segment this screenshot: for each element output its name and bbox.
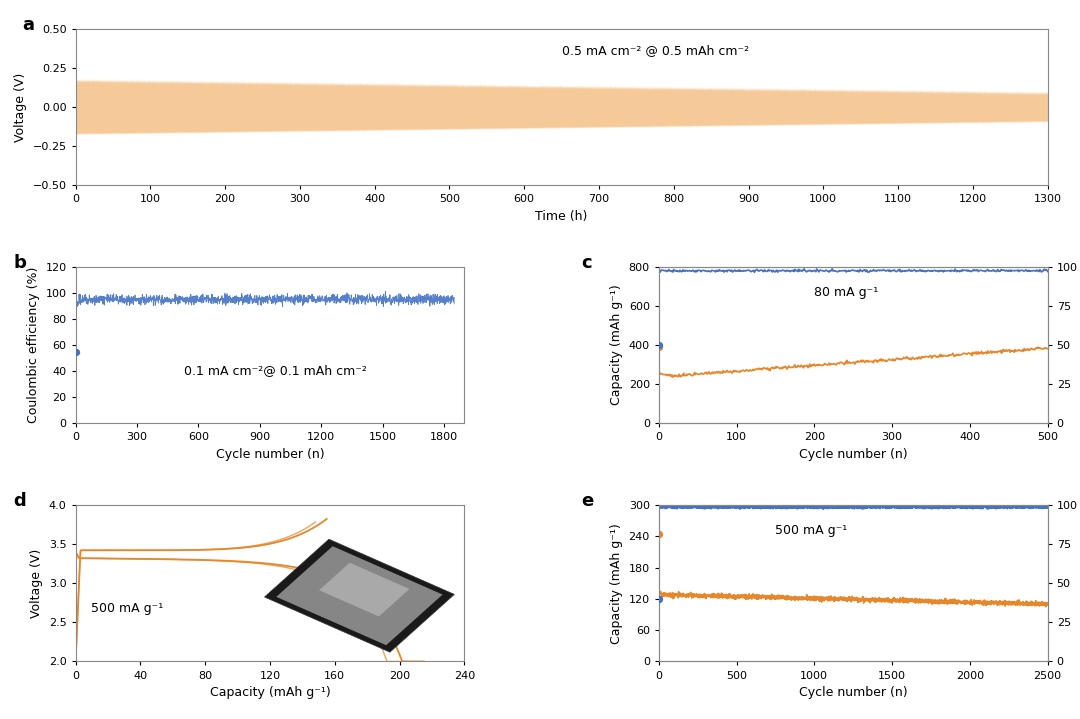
Y-axis label: Coulombic efficiency (%): Coulombic efficiency (%) xyxy=(27,267,40,423)
Point xyxy=(650,593,667,605)
Point xyxy=(650,528,667,539)
Y-axis label: Capacity (mAh g⁻¹): Capacity (mAh g⁻¹) xyxy=(610,523,623,644)
Text: e: e xyxy=(581,493,593,510)
Text: a: a xyxy=(23,17,35,35)
Text: 500 mA g⁻¹: 500 mA g⁻¹ xyxy=(91,602,163,615)
Y-axis label: Voltage (V): Voltage (V) xyxy=(30,549,43,618)
Y-axis label: Capacity (mAh g⁻¹): Capacity (mAh g⁻¹) xyxy=(610,285,623,406)
X-axis label: Capacity (mAh g⁻¹): Capacity (mAh g⁻¹) xyxy=(210,686,330,699)
Point xyxy=(67,346,84,357)
Text: b: b xyxy=(13,255,26,273)
Text: 0.1 mA cm⁻²@ 0.1 mAh cm⁻²: 0.1 mA cm⁻²@ 0.1 mAh cm⁻² xyxy=(185,364,367,377)
Text: 500 mA g⁻¹: 500 mA g⁻¹ xyxy=(775,523,848,536)
X-axis label: Time (h): Time (h) xyxy=(536,210,588,223)
X-axis label: Cycle number (n): Cycle number (n) xyxy=(216,448,324,461)
Text: 0.5 mA cm⁻² @ 0.5 mAh cm⁻²: 0.5 mA cm⁻² @ 0.5 mAh cm⁻² xyxy=(562,45,748,58)
Y-axis label: Voltage (V): Voltage (V) xyxy=(14,73,27,142)
Text: d: d xyxy=(13,493,26,510)
X-axis label: Cycle number (n): Cycle number (n) xyxy=(799,686,907,699)
Text: 80 mA g⁻¹: 80 mA g⁻¹ xyxy=(814,285,878,298)
Point xyxy=(650,339,667,351)
X-axis label: Cycle number (n): Cycle number (n) xyxy=(799,448,907,461)
Text: c: c xyxy=(581,255,592,273)
Point xyxy=(650,342,667,353)
